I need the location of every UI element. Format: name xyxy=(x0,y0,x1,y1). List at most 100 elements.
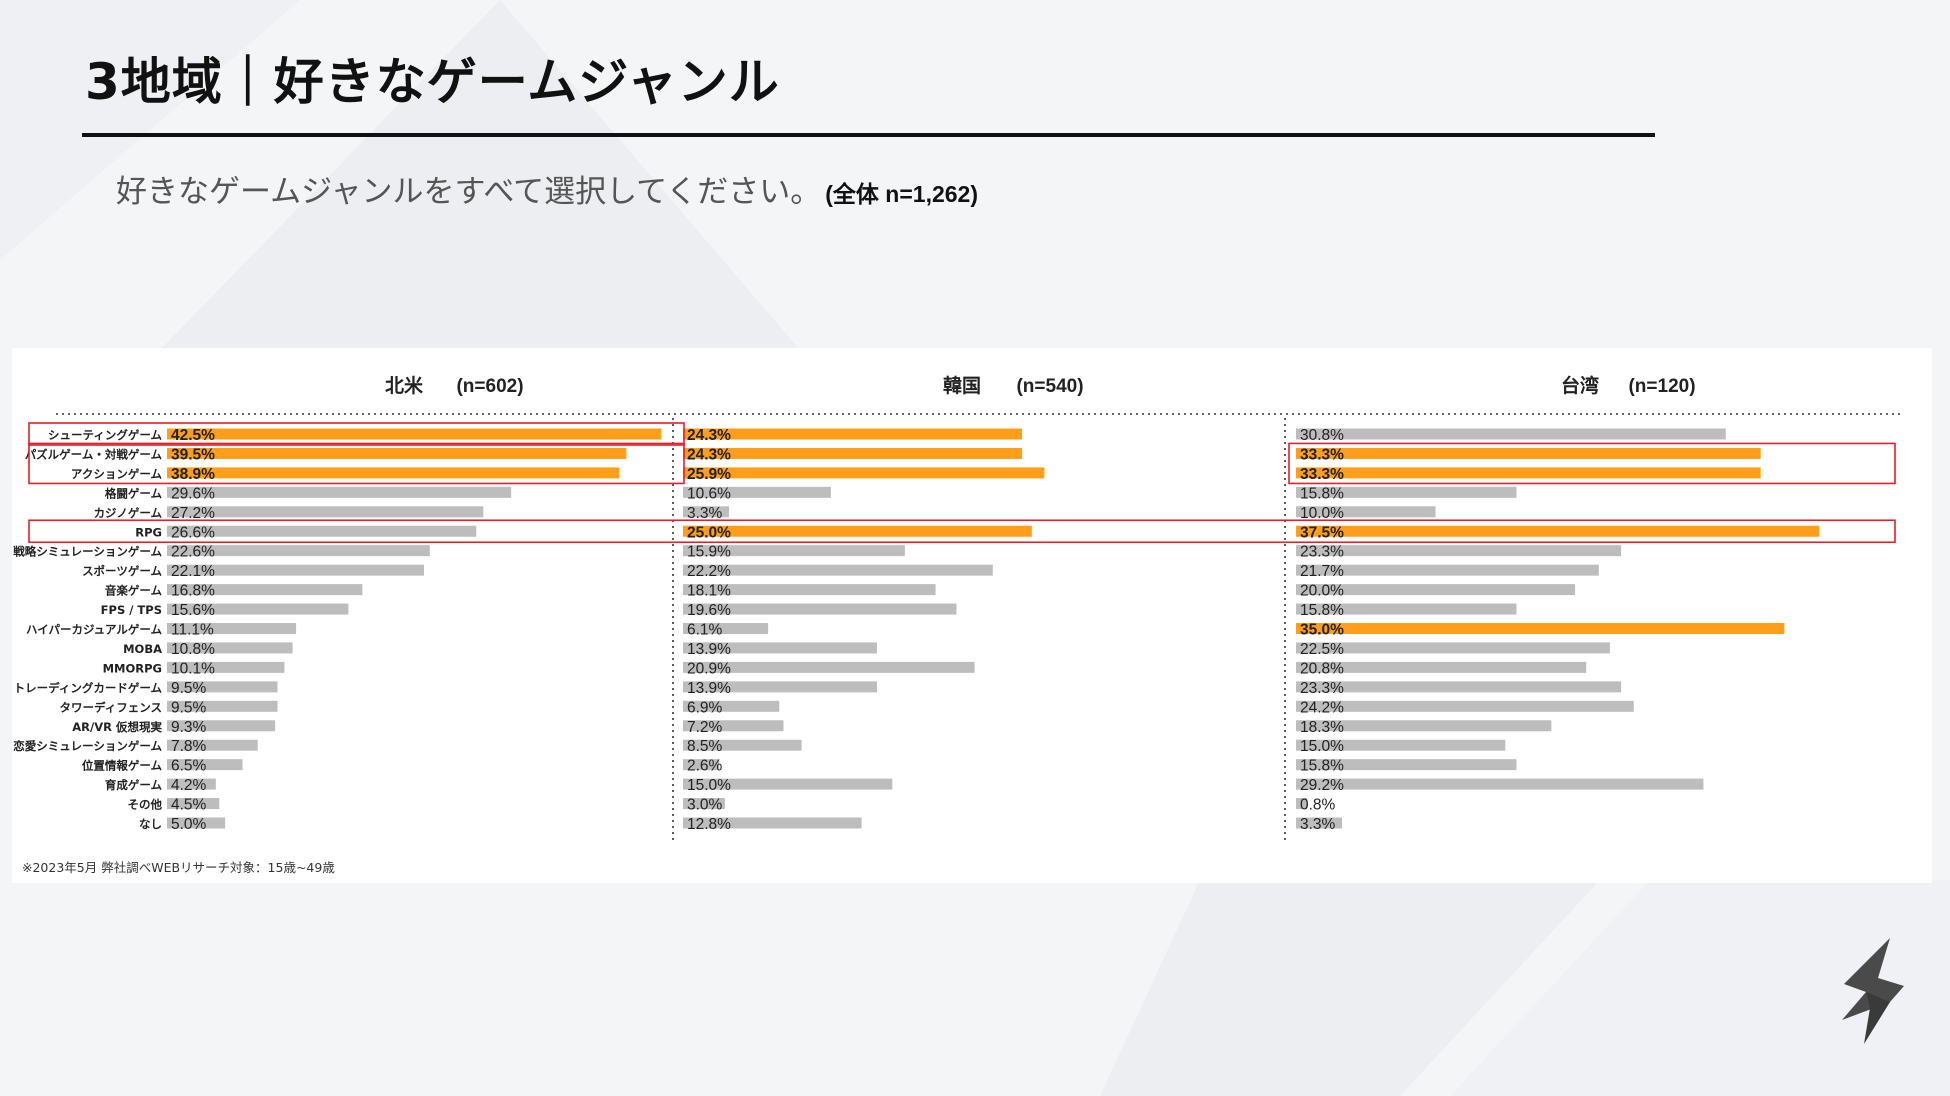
value-label: 33.3% xyxy=(1300,446,1344,463)
bar-3-17 xyxy=(1296,739,1506,751)
value-label: 24.3% xyxy=(687,446,731,463)
value-label: 3.3% xyxy=(687,505,723,522)
category-label: トレーディングカードゲーム xyxy=(14,681,163,695)
series-sample-3: (n=120) xyxy=(1628,376,1695,397)
value-label: 20.0% xyxy=(1300,583,1344,600)
value-label: 15.6% xyxy=(171,602,215,619)
value-label: 37.5% xyxy=(1300,524,1344,541)
bar-3-3 xyxy=(1296,467,1761,479)
value-label: 21.7% xyxy=(1300,563,1344,580)
value-label: 23.3% xyxy=(1300,680,1344,697)
value-label: 42.5% xyxy=(171,427,215,444)
value-label: 15.0% xyxy=(1300,738,1344,755)
bar-1-14 xyxy=(167,681,278,693)
bar-2-11 xyxy=(683,623,769,634)
bar-3-2 xyxy=(1296,447,1761,459)
category-label: 戦略シミュレーションゲーム xyxy=(13,545,162,559)
value-label: 22.6% xyxy=(171,544,215,561)
bar-2-14 xyxy=(683,681,877,693)
callout-box-shooting-northamerica xyxy=(28,422,685,446)
category-label: アクションゲーム xyxy=(71,467,163,481)
bar-3-15 xyxy=(1296,700,1634,712)
bar-2-19 xyxy=(683,778,893,790)
callout-box-puzzle-action-northamerica xyxy=(28,442,685,485)
bar-3-20 xyxy=(1296,798,1308,810)
bar-2-17 xyxy=(683,739,802,751)
value-label: 25.9% xyxy=(687,466,731,483)
value-label: 3.3% xyxy=(1300,816,1336,833)
bar-3-1 xyxy=(1296,428,1726,440)
bar-1-18 xyxy=(167,759,243,771)
series-sample-2: (n=540) xyxy=(1016,376,1083,397)
bar-2-4 xyxy=(683,486,831,498)
bar-2-8 xyxy=(683,564,993,576)
bar-3-10 xyxy=(1296,603,1517,615)
value-label: 11.1% xyxy=(171,622,214,639)
category-label: RPG xyxy=(135,525,162,539)
value-label: 5.0% xyxy=(171,816,207,833)
bar-1-21 xyxy=(167,817,226,829)
category-label: ハイパーカジュアルゲーム xyxy=(26,623,163,637)
category-label: FPS / TPS xyxy=(101,603,162,617)
bar-2-16 xyxy=(683,720,784,732)
bar-2-20 xyxy=(683,798,725,810)
value-label: 10.6% xyxy=(687,485,731,502)
category-label: MMORPG xyxy=(103,661,162,675)
value-label: 39.5% xyxy=(171,446,215,463)
value-label: 9.3% xyxy=(171,719,207,736)
bar-1-20 xyxy=(167,798,220,810)
value-label: 7.2% xyxy=(687,719,723,736)
value-label: 20.8% xyxy=(1300,660,1344,677)
bar-3-4 xyxy=(1296,486,1517,498)
bar-1-9 xyxy=(167,584,363,596)
bar-3-8 xyxy=(1296,564,1599,576)
bar-2-12 xyxy=(683,642,877,654)
value-label: 22.1% xyxy=(171,563,215,580)
callout-box-puzzle-action-taiwan xyxy=(1288,442,1896,485)
value-label: 4.2% xyxy=(171,777,207,794)
bar-1-2 xyxy=(167,447,627,459)
bar-2-9 xyxy=(683,584,936,596)
value-label: 20.9% xyxy=(687,660,731,677)
value-label: 15.9% xyxy=(687,544,731,561)
value-label: 15.8% xyxy=(1300,602,1344,619)
value-label: 10.8% xyxy=(171,641,215,658)
value-label: 0.8% xyxy=(1300,797,1336,814)
chart-panel: シューティングゲーム パズルゲーム・対戦ゲーム アクションゲーム 格闘ゲーム カジノゲー… xyxy=(12,348,1932,883)
bar-2-3 xyxy=(683,467,1045,479)
question-text: 好きなゲームジャンルをすべて選択してください。 xyxy=(116,174,822,210)
value-label: 18.3% xyxy=(1300,719,1344,736)
value-label: 6.9% xyxy=(687,699,723,716)
bar-3-12 xyxy=(1296,642,1610,654)
bar-1-8 xyxy=(167,564,424,576)
value-label: 18.1% xyxy=(687,583,731,600)
category-label: パズルゲーム・対戦ゲーム xyxy=(25,447,163,461)
category-label: AR/VR 仮想現実 xyxy=(72,720,162,734)
value-label: 8.5% xyxy=(687,738,723,755)
bar-1-7 xyxy=(167,545,430,557)
value-label: 29.6% xyxy=(171,485,215,502)
bar-1-19 xyxy=(167,778,216,790)
value-label: 19.6% xyxy=(687,602,731,619)
survey-question: 好きなゲームジャンルをすべて選択してください。 (全体 n=1,262) xyxy=(116,166,978,211)
bar-1-4 xyxy=(167,486,512,498)
series-header-3: 台湾 xyxy=(1561,374,1599,397)
bar-1-13 xyxy=(167,661,285,673)
value-label: 25.0% xyxy=(687,524,731,541)
category-label: なし xyxy=(139,817,162,831)
value-label: 15.8% xyxy=(1300,485,1344,502)
value-label: 6.1% xyxy=(687,622,723,639)
bar-2-15 xyxy=(683,700,780,712)
bar-2-1 xyxy=(683,428,1023,440)
bar-3-9 xyxy=(1296,584,1576,596)
bar-1-10 xyxy=(167,603,349,615)
bar-1-17 xyxy=(167,739,258,751)
bar-3-5 xyxy=(1296,506,1436,518)
bar-1-1 xyxy=(167,428,662,440)
bar-2-18 xyxy=(683,759,720,771)
value-label: 24.2% xyxy=(1300,699,1344,716)
category-label: カジノゲーム xyxy=(94,506,163,520)
bar-1-3 xyxy=(167,467,620,479)
value-label: 22.2% xyxy=(687,563,731,580)
